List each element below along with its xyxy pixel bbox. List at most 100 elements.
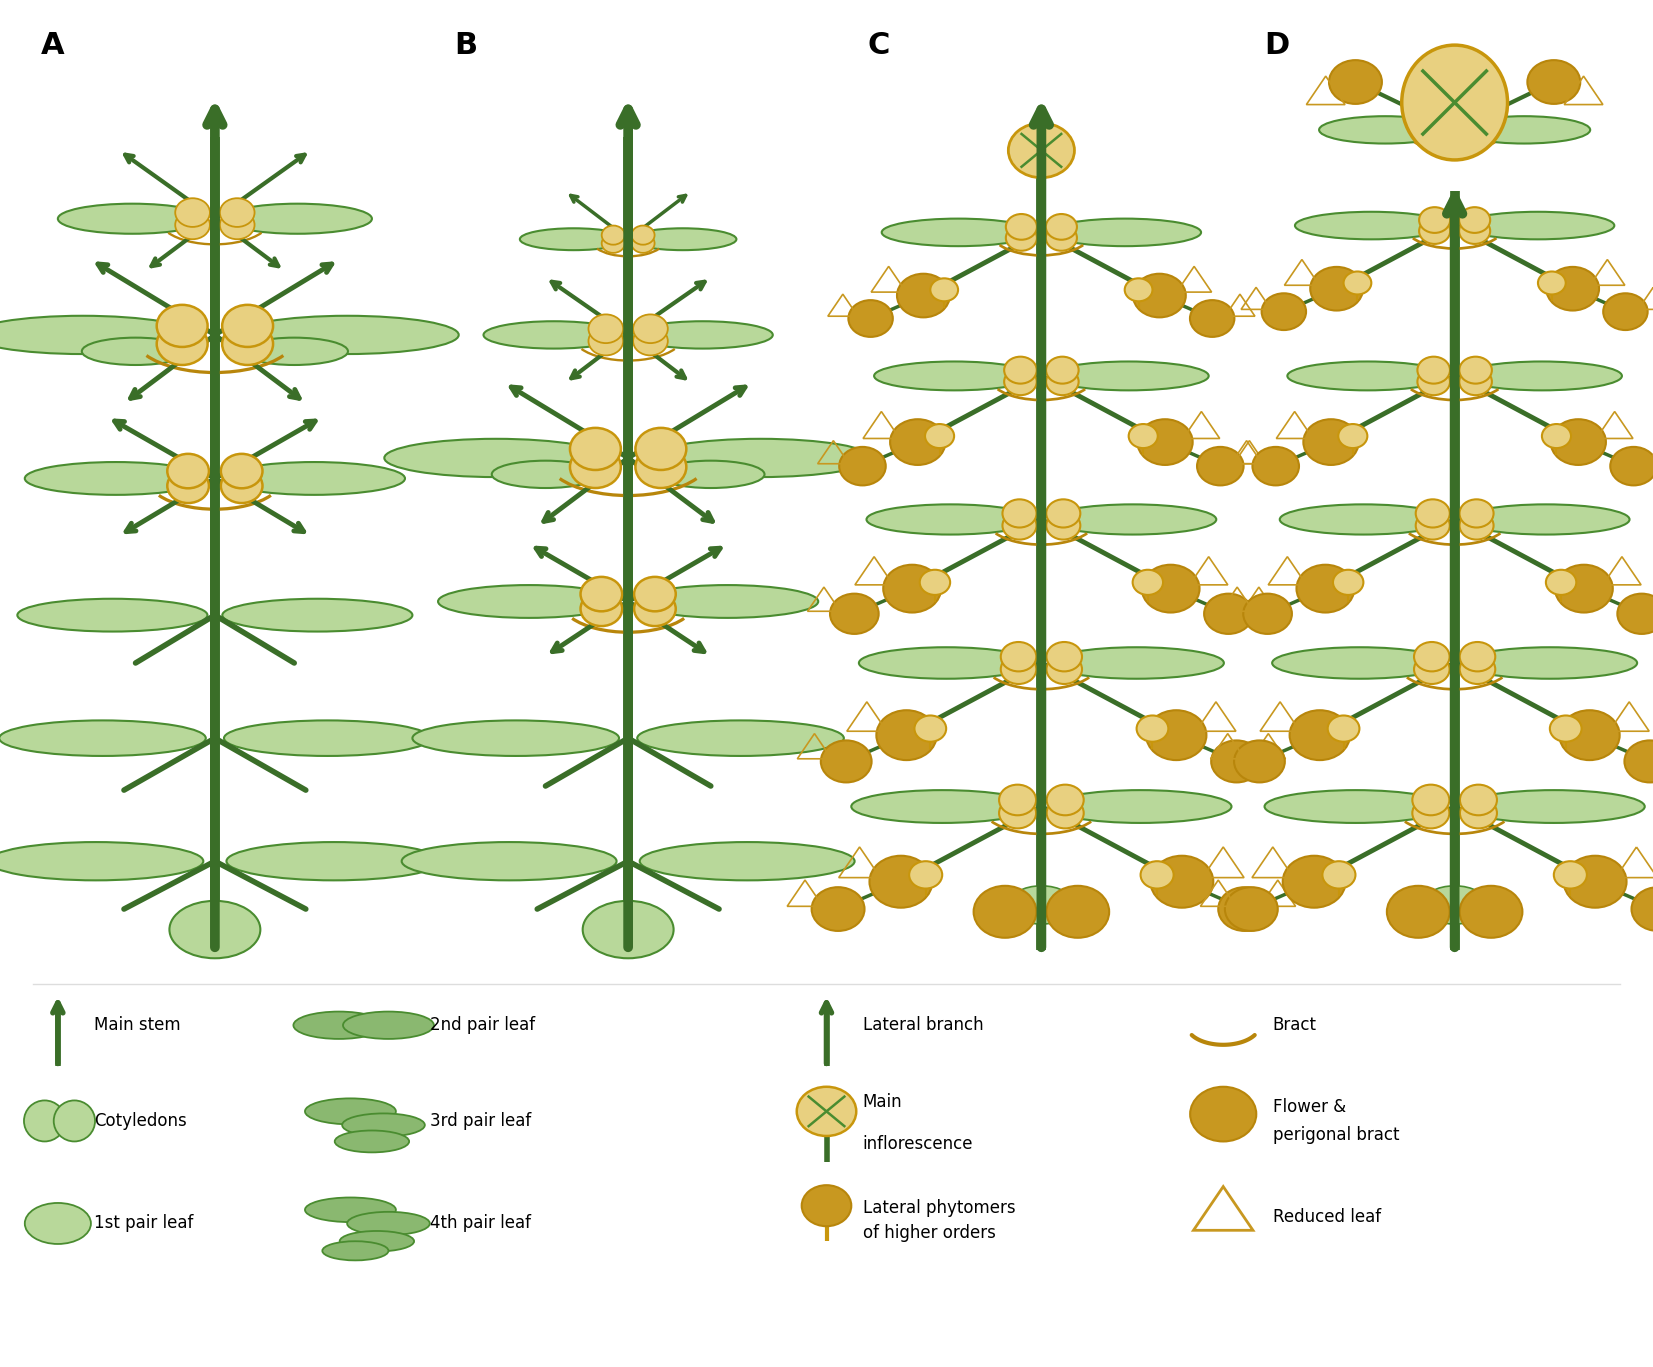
Ellipse shape (1048, 361, 1208, 391)
Circle shape (175, 211, 210, 239)
Ellipse shape (881, 219, 1035, 246)
Circle shape (931, 279, 959, 301)
Ellipse shape (1458, 116, 1590, 144)
Text: D: D (1265, 31, 1289, 60)
Circle shape (1212, 741, 1261, 782)
Circle shape (1551, 715, 1582, 742)
Circle shape (830, 593, 879, 634)
Ellipse shape (493, 461, 598, 488)
Ellipse shape (636, 585, 818, 618)
Ellipse shape (306, 1197, 397, 1222)
Circle shape (1632, 887, 1653, 931)
Circle shape (1046, 886, 1109, 938)
Ellipse shape (25, 462, 207, 495)
Ellipse shape (640, 842, 855, 880)
Circle shape (588, 327, 623, 355)
Text: inflorescence: inflorescence (863, 1135, 974, 1152)
Circle shape (1002, 511, 1036, 540)
Circle shape (1417, 368, 1450, 395)
Circle shape (1420, 112, 1450, 137)
Circle shape (1003, 357, 1036, 384)
Circle shape (1218, 887, 1271, 931)
Circle shape (1197, 447, 1243, 485)
Text: B: B (455, 31, 478, 60)
Circle shape (635, 428, 686, 470)
Circle shape (1412, 785, 1450, 815)
Circle shape (1460, 511, 1494, 540)
Circle shape (1303, 420, 1359, 465)
Circle shape (1460, 886, 1522, 938)
Circle shape (1564, 856, 1627, 908)
Circle shape (1418, 219, 1450, 243)
Ellipse shape (306, 1099, 397, 1124)
Ellipse shape (1273, 647, 1446, 679)
Circle shape (1460, 798, 1498, 828)
Circle shape (1332, 570, 1364, 595)
Ellipse shape (344, 1012, 433, 1039)
Circle shape (167, 469, 208, 503)
Circle shape (998, 798, 1036, 828)
Ellipse shape (341, 1230, 413, 1252)
Circle shape (1610, 447, 1653, 485)
Circle shape (1141, 861, 1174, 889)
Circle shape (909, 861, 942, 889)
Ellipse shape (636, 720, 845, 756)
Ellipse shape (25, 1100, 66, 1141)
Text: perigonal bract: perigonal bract (1273, 1125, 1400, 1144)
Circle shape (1003, 368, 1036, 395)
Circle shape (1137, 715, 1169, 742)
Ellipse shape (1294, 212, 1448, 239)
Ellipse shape (630, 228, 737, 250)
Circle shape (1046, 499, 1081, 528)
Circle shape (222, 305, 273, 347)
Circle shape (1000, 655, 1036, 684)
Circle shape (222, 469, 263, 503)
Circle shape (1460, 357, 1493, 384)
Ellipse shape (83, 338, 188, 365)
Ellipse shape (1422, 886, 1488, 924)
Ellipse shape (851, 790, 1033, 823)
Circle shape (220, 198, 255, 227)
Ellipse shape (412, 720, 618, 756)
Circle shape (580, 592, 622, 626)
Circle shape (1046, 357, 1079, 384)
Circle shape (1542, 424, 1570, 448)
Circle shape (1625, 741, 1653, 782)
Ellipse shape (658, 461, 764, 488)
Circle shape (631, 226, 655, 245)
Ellipse shape (0, 720, 205, 756)
Ellipse shape (240, 338, 349, 365)
Ellipse shape (484, 321, 625, 349)
Ellipse shape (1050, 790, 1231, 823)
Circle shape (797, 1087, 856, 1136)
Ellipse shape (322, 1241, 388, 1260)
Circle shape (1225, 887, 1278, 931)
Ellipse shape (225, 720, 431, 756)
Text: Bract: Bract (1273, 1016, 1317, 1035)
Ellipse shape (874, 361, 1035, 391)
Ellipse shape (334, 1131, 410, 1152)
Text: of higher orders: of higher orders (863, 1223, 995, 1243)
Ellipse shape (294, 1012, 383, 1039)
Circle shape (1235, 741, 1284, 782)
Ellipse shape (1461, 361, 1622, 391)
Circle shape (1137, 420, 1193, 465)
Ellipse shape (402, 842, 617, 880)
Ellipse shape (1050, 647, 1223, 679)
Ellipse shape (1050, 504, 1217, 534)
Ellipse shape (226, 842, 441, 880)
Circle shape (914, 715, 946, 742)
Circle shape (1008, 123, 1074, 178)
Circle shape (802, 1185, 851, 1226)
Ellipse shape (342, 1113, 425, 1137)
Circle shape (919, 570, 950, 595)
Circle shape (1551, 420, 1607, 465)
Circle shape (840, 447, 886, 485)
Circle shape (889, 420, 946, 465)
Text: Flower &: Flower & (1273, 1098, 1346, 1117)
Circle shape (1617, 593, 1653, 634)
Ellipse shape (521, 228, 628, 250)
Circle shape (1129, 424, 1157, 448)
Ellipse shape (1463, 790, 1645, 823)
Ellipse shape (236, 316, 460, 354)
